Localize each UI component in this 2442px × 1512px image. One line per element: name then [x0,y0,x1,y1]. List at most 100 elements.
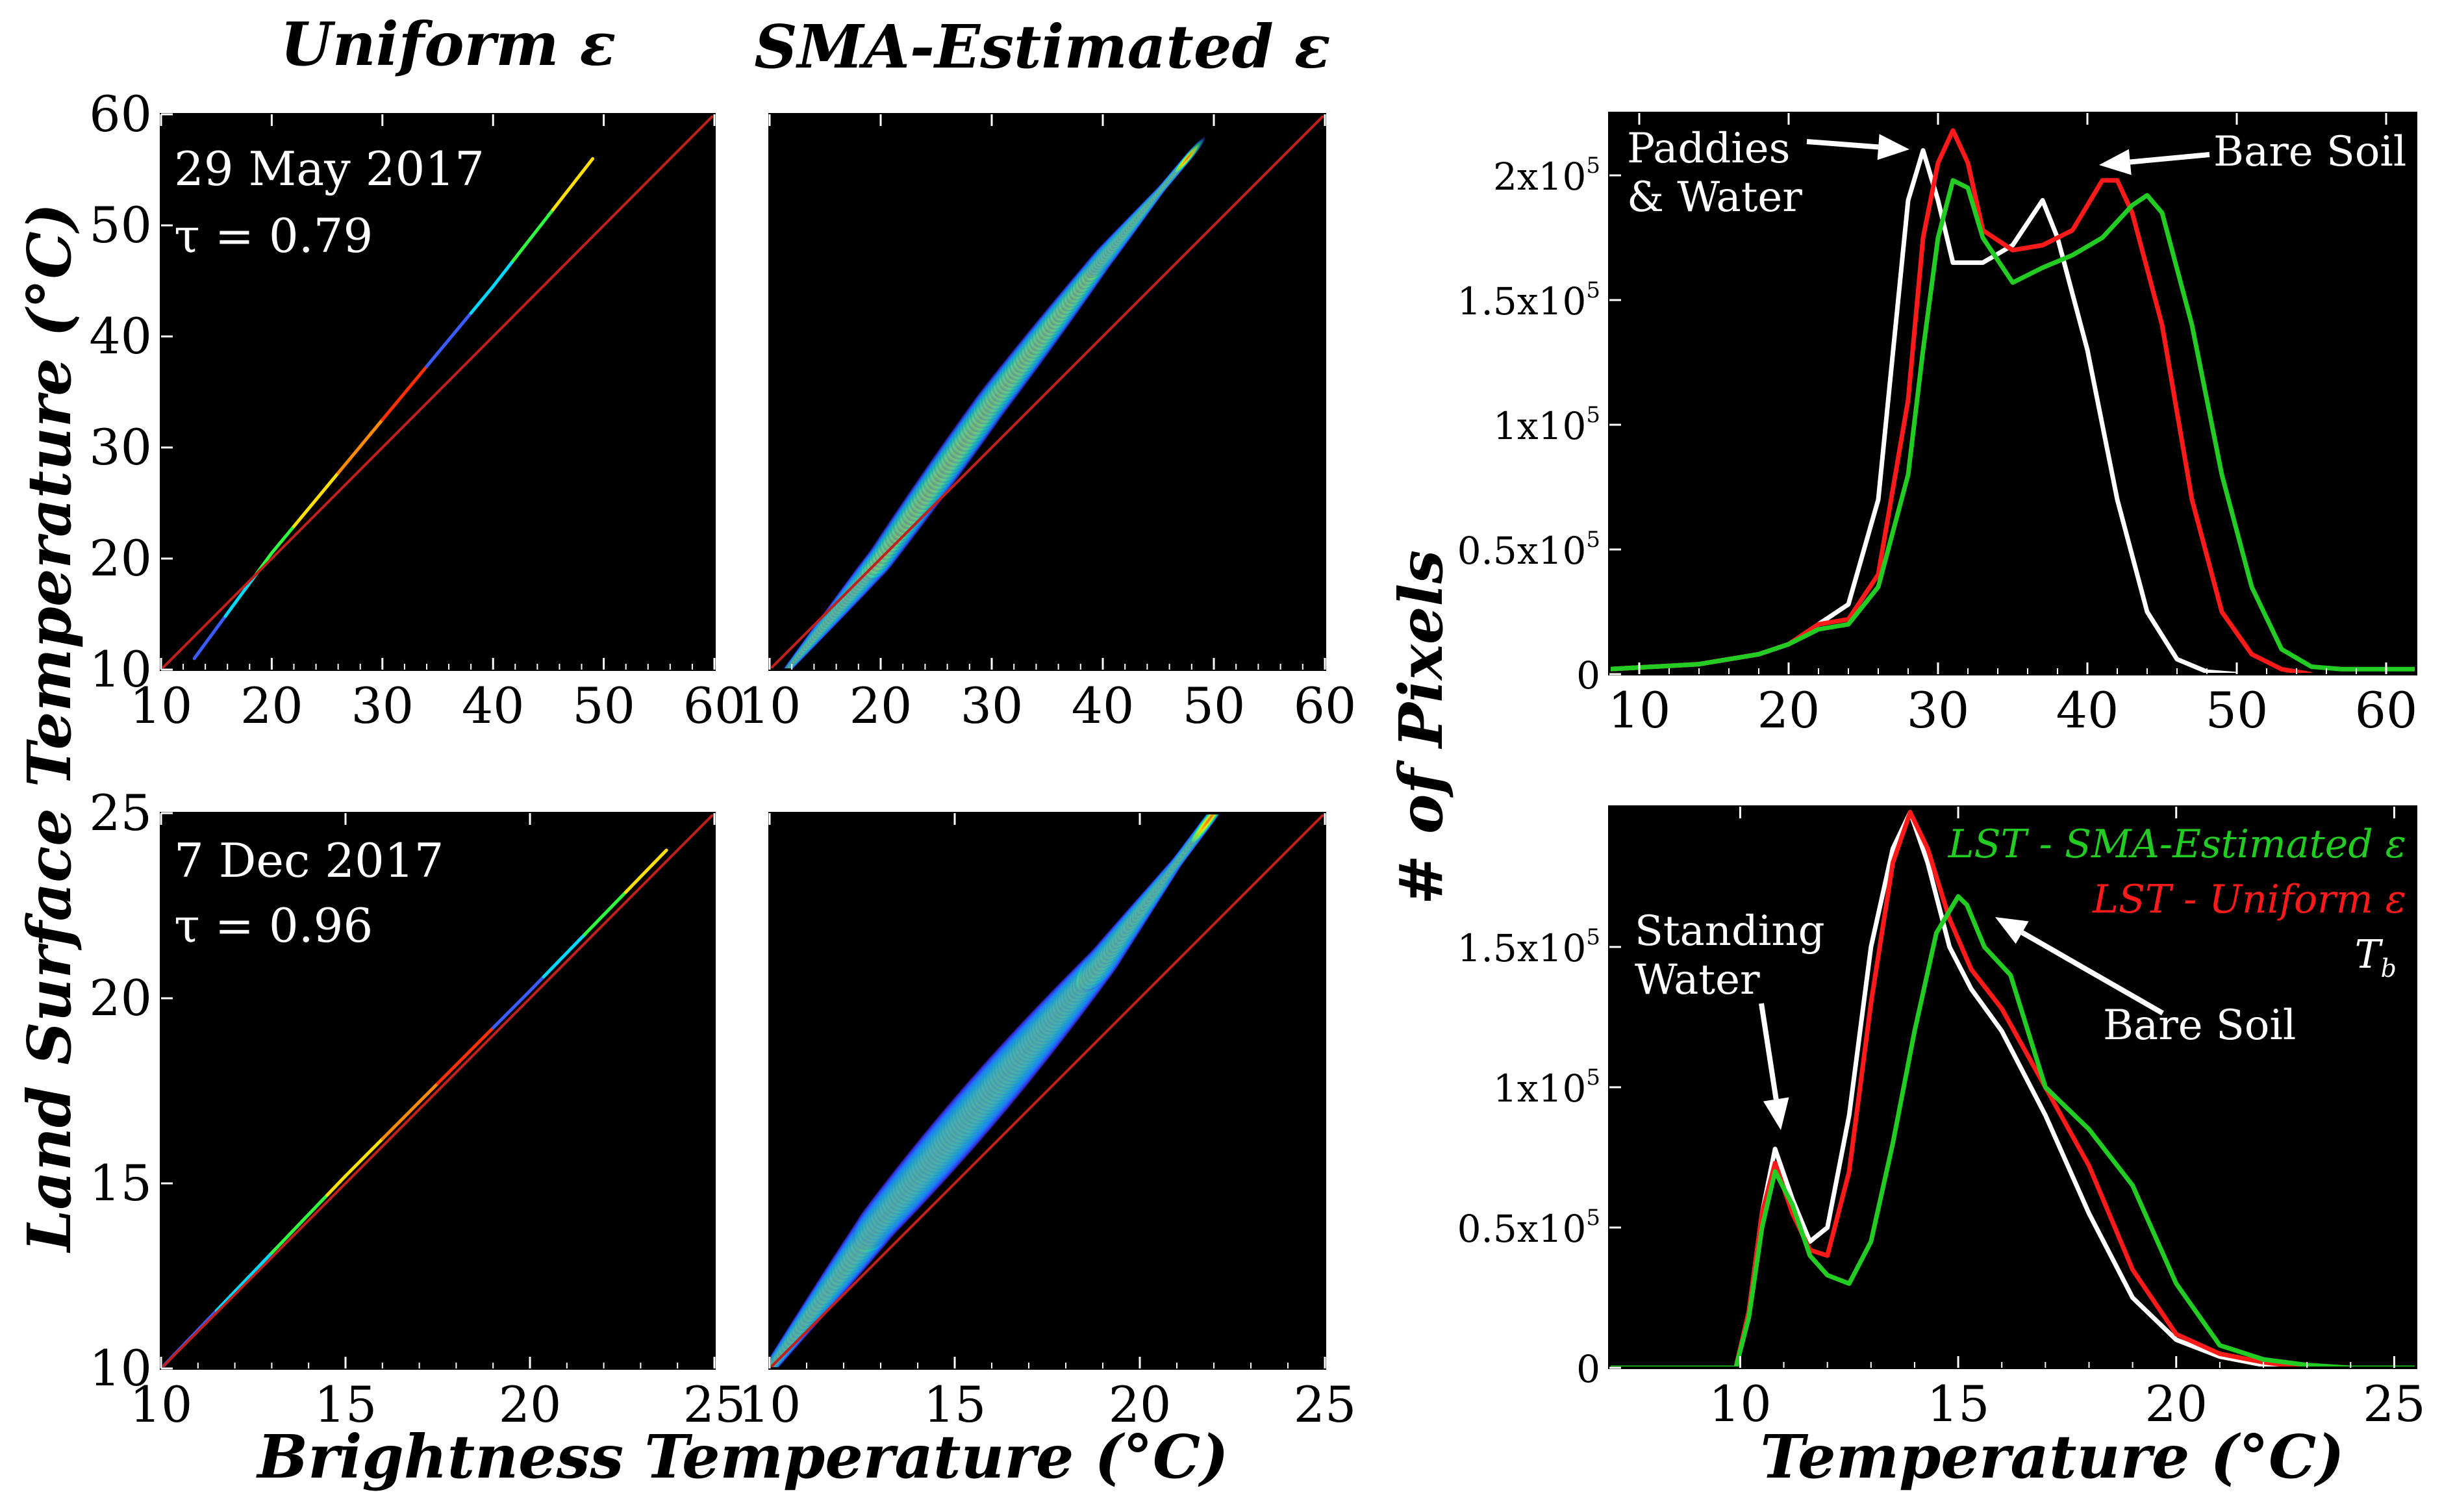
bare-soil-bottom-arrow-shaft [2020,930,2164,1016]
may-uniform-density-segment [270,538,284,555]
hist-may-xtick-label: 20 [1757,681,1820,739]
may-uniform-ytick-label: 30 [89,418,152,476]
header-uniform: Uniform ε [281,9,616,79]
bare-soil-top-arrow-shaft [2130,152,2210,165]
paddies-label-line1: Paddies [1627,125,1790,173]
hist-dec-line-tb [1609,810,2416,1368]
may-uniform-density-segment [531,221,545,237]
may-uniform-density-segment [314,485,329,501]
bare-soil-bottom-arrow-head [1995,917,2029,944]
scatter-panel-dec-sma: 10 15 20 25 [738,812,1356,1433]
dec-uniform-density-segment [325,1174,347,1197]
dec-uniform-density-segment [418,1081,440,1104]
dec-uniform-density-segment [270,1232,292,1255]
may-sma-xtick-label: 10 [738,677,801,735]
dec-uniform-ytick-label: 20 [89,969,152,1027]
may-uniform-ytick-label: 40 [89,307,152,365]
date-label-may: 29 May 2017 [174,142,485,196]
may-uniform-density-segment [216,614,227,629]
may-uniform-frame [160,113,716,671]
dec-uniform-density-segment [528,975,546,993]
hist-may-xtick-label: 60 [2355,681,2418,739]
hist-may-ytick-label: 2x105 [1493,153,1600,199]
may-uniform-density-segment [239,583,251,597]
may-uniform-density-segment [200,635,212,650]
dec-uniform-density-segment [569,933,586,951]
hist-dec-xtick-label: 15 [1927,1375,1990,1433]
may-uniform-ytick-label: 20 [89,529,152,587]
hist-dec-ytick-exponent: 5 [1586,1205,1600,1231]
may-uniform-density-segment [347,444,362,462]
hist-may-ytick-label: 1.5x105 [1457,277,1600,323]
paddies-arrow-head [1877,134,1909,160]
dec-uniform-xtick-label: 10 [130,1376,193,1433]
bare-soil-top-arrow [2099,149,2210,175]
may-uniform-density-segment [403,378,418,395]
may-uniform-density-segment [231,593,243,608]
bare-soil-label-top: Bare Soil [2213,128,2406,176]
histogram-panel-dec: 10 15 20 25 0 0.5x105 1x105 1.5x105 [1457,805,2426,1433]
right-x-axis-label: Temperature (°C) [1760,1422,2344,1492]
dec-uniform-one-to-one-line [161,813,714,1368]
hist-dec-series [1609,810,2416,1368]
hist-may-xtick-label: 30 [1907,681,1970,739]
tau-label-may: τ = 0.79 [174,208,373,263]
paddies-label-line2: & Water [1627,173,1802,221]
hist-dec-xtick-label: 10 [1709,1375,1772,1433]
hist-may-ytick-label: 0 [1576,653,1600,698]
dec-uniform-density-segment [288,1213,310,1236]
dec-uniform-density-segment [436,1063,458,1085]
dec-uniform-density-segment [344,1155,366,1178]
dec-uniform-density-segment [307,1193,329,1216]
dec-uniform-density-segment [362,1137,384,1159]
dec-sma-xtick-label: 15 [924,1376,987,1433]
hist-may-line-lst-sma-estimated- [1609,178,2416,672]
may-uniform-xtick-label: 30 [351,677,414,735]
hist-may-ytick-label: 0.5x105 [1457,527,1600,573]
may-uniform-marks [161,114,714,670]
paddies-arrow [1806,134,1909,160]
may-uniform-xtick-label: 20 [240,677,303,735]
hist-dec-ytick-exponent: 5 [1586,924,1600,950]
hist-dec-ytick-label: 1x105 [1493,1065,1600,1111]
dec-sma-one-to-one-line [770,813,1325,1368]
right-y-axis-label: # of Pixels [1386,550,1456,905]
annotation-arrows [1759,134,2210,1130]
hist-dec-xtick-label: 25 [2363,1375,2426,1433]
may-uniform-xtick-label: 40 [462,677,525,735]
may-uniform-density-segment [192,646,204,661]
may-uniform-ytick-label: 10 [89,640,152,698]
dec-uniform-density-segment [251,1251,273,1274]
may-uniform-density-segment [480,284,495,302]
may-uniform-density-segment [325,471,340,488]
may-uniform-xtick-label: 60 [683,677,746,735]
dec-uniform-density-segment [610,890,627,909]
scatter-panel-dec-uniform: 10 15 20 25 10 15 20 25 [89,784,746,1433]
may-uniform-density-segment [303,498,318,515]
dec-uniform-density-segment [637,863,655,880]
may-uniform-density-segment [447,325,462,342]
may-uniform-density-segment [381,405,396,422]
paddies-arrow-shaft [1806,139,1879,150]
may-uniform-density-segment [262,551,273,566]
left-y-axis-label: Land Surface Temperature (°C) [14,203,84,1254]
may-uniform-density-segment [223,604,235,618]
dec-uniform-density-segment [555,947,573,964]
dec-sma-xtick-label: 20 [1109,1376,1172,1433]
may-sma-xtick-label: 30 [961,677,1024,735]
dec-uniform-density-segment [510,989,532,1011]
may-sma-one-to-one-line [770,114,1325,670]
header-sma: SMA-Estimated ε [754,12,1330,82]
dec-uniform-density-segment [583,918,600,937]
may-uniform-ytick-label: 50 [89,196,152,254]
legend: LST - SMA-Estimated ε LST - Uniform ε Tb [1948,822,2406,983]
hist-may-ytick-exponent: 5 [1586,527,1600,553]
may-uniform-xtick-label: 10 [130,677,193,735]
dec-uniform-density-segment [542,961,559,979]
dec-uniform-density-segment [233,1270,255,1293]
scatter-panel-may-sma: 10 20 30 40 50 60 [738,113,1356,735]
dec-uniform-density-segment [214,1289,237,1313]
dec-uniform-density-segment [399,1100,422,1122]
may-uniform-density-segment [511,246,525,263]
